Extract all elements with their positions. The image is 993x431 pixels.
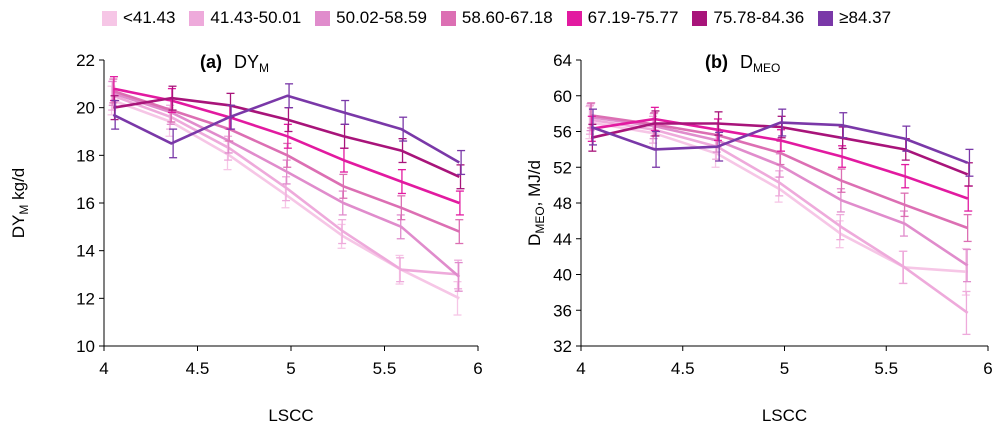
legend-item: ≥84.37: [818, 8, 891, 28]
legend-item: <41.43: [101, 8, 176, 28]
panel-label: (a): [200, 52, 222, 72]
legend-item: 41.43-50.01: [189, 8, 301, 28]
x-tick-label: 5.5: [373, 359, 397, 378]
x-tick-label: 5: [780, 359, 789, 378]
y-tick-label: 48: [553, 194, 572, 213]
legend-label: ≥84.37: [839, 8, 892, 27]
y-axis-title-sub: MEO: [533, 206, 547, 233]
y-tick-label: 44: [553, 230, 572, 249]
panel-title: (a) DYM: [200, 52, 269, 75]
y-axis-title-main: D: [525, 234, 544, 246]
panel-label: (b): [705, 52, 728, 72]
y-tick-label: 12: [76, 289, 95, 308]
legend-swatch: [189, 10, 205, 26]
y-tick-label: 52: [553, 158, 572, 177]
series-line: [591, 117, 969, 200]
series-line: [590, 122, 969, 176]
x-tick-label: 5: [286, 359, 295, 378]
y-axis-title-rest: , MJ/d: [525, 160, 544, 206]
y-axis-title-main: DY: [9, 215, 28, 239]
legend-label: <41.43: [122, 8, 176, 27]
y-axis-title-rest: kg/d: [9, 168, 28, 205]
series-line: [113, 87, 460, 205]
y-tick-label: 32: [553, 337, 572, 356]
y-axis-title: DYM kg/d: [9, 168, 31, 238]
x-tick-label: 4: [576, 359, 585, 378]
x-tick-label: 4.5: [671, 359, 695, 378]
legend-label: 75.78-84.36: [713, 8, 805, 27]
series-line: [113, 96, 460, 178]
legend-label: 58.60-67.18: [461, 8, 553, 27]
panel-title-main: D: [740, 52, 753, 72]
legend-swatch: [315, 10, 331, 26]
panel-title: (b) DMEO: [705, 52, 780, 75]
panel-title-sub: M: [259, 61, 269, 75]
legend-swatch: [101, 10, 117, 26]
legend-swatch: [440, 10, 456, 26]
panel-title-sub: MEO: [753, 61, 780, 75]
panel-title-main: DY: [234, 52, 259, 72]
x-tick-label: 4.5: [186, 359, 210, 378]
legend-label: 67.19-75.77: [587, 8, 679, 27]
series-line: [112, 94, 460, 164]
legend-item: 58.60-67.18: [440, 8, 553, 28]
series-line: [590, 121, 968, 274]
x-axis-title: LSCC: [268, 406, 313, 425]
y-tick-label: 22: [76, 51, 95, 70]
legend-item: 75.78-84.36: [692, 8, 804, 28]
y-tick-label: 40: [553, 266, 572, 285]
y-tick-label: 14: [76, 242, 95, 261]
legend-swatch: [566, 10, 582, 26]
legend-swatch: [818, 10, 834, 26]
series-line: [590, 121, 969, 165]
legend-item: 50.02-58.59: [315, 8, 427, 28]
y-axis-title-sub: M: [17, 205, 31, 215]
legend: <41.43 41.43-50.01 50.02-58.59 58.60-67.18 6…: [0, 4, 993, 32]
x-tick-label: 5.5: [874, 359, 898, 378]
x-axis-title: LSCC: [762, 406, 807, 425]
y-tick-label: 10: [76, 337, 95, 356]
y-tick-label: 60: [553, 87, 572, 106]
series-6: [111, 83, 466, 176]
y-tick-label: 20: [76, 99, 95, 118]
series-6: [588, 108, 974, 177]
x-tick-label: 6: [473, 359, 482, 378]
legend-swatch: [692, 10, 708, 26]
series-line: [591, 118, 969, 314]
legend-label: 41.43-50.01: [210, 8, 302, 27]
y-tick-label: 16: [76, 194, 95, 213]
x-tick-label: 6: [983, 359, 992, 378]
y-axis-title: DMEO, MJ/d: [525, 160, 547, 246]
y-tick-label: 64: [553, 51, 572, 70]
y-tick-label: 36: [553, 301, 572, 320]
legend-item: 67.19-75.77: [566, 8, 679, 28]
x-tick-label: 4: [99, 359, 108, 378]
series-0: [585, 105, 970, 296]
y-tick-label: 18: [76, 146, 95, 165]
legend-label: 50.02-58.59: [336, 8, 427, 27]
y-tick-label: 56: [553, 123, 572, 142]
